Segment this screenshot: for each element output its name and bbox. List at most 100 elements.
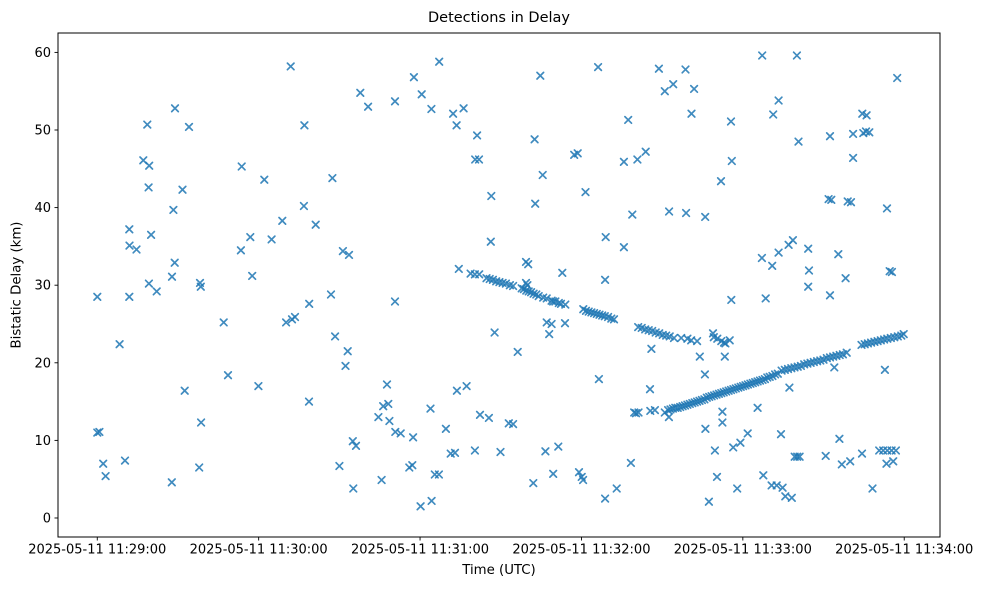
scatter-marker	[547, 319, 556, 329]
scatter-marker	[633, 155, 642, 164]
scatter-marker	[664, 207, 674, 216]
scatter-marker	[435, 57, 444, 66]
scatter-marker	[374, 412, 383, 422]
scatter-marker	[713, 334, 722, 343]
scatter-marker	[681, 208, 691, 218]
scatter-marker	[513, 347, 522, 357]
scatter-marker	[848, 153, 858, 163]
scatter-marker	[862, 111, 871, 120]
scatter-marker	[101, 471, 110, 481]
scatter-marker	[145, 161, 154, 170]
scatter-marker	[634, 408, 643, 417]
scatter-marker	[382, 380, 392, 389]
scatter-marker	[452, 386, 462, 395]
scatter-marker	[601, 232, 610, 242]
scatter-marker	[781, 492, 790, 501]
scatter-marker	[290, 312, 300, 322]
scatter-marker	[379, 402, 388, 411]
scatter-marker	[120, 456, 130, 465]
scatter-marker	[804, 244, 813, 253]
scatter-marker	[529, 478, 538, 488]
scatter-marker	[757, 253, 767, 263]
scatter-marker	[396, 429, 405, 438]
scatter-marker	[248, 271, 257, 281]
scatter-marker	[718, 407, 727, 416]
scatter-marker	[701, 424, 710, 433]
scatter-marker	[758, 51, 767, 60]
scatter-marker	[788, 236, 798, 245]
scatter-marker	[144, 183, 153, 192]
scatter-marker	[286, 62, 295, 71]
scatter-marker	[827, 195, 836, 204]
scatter-marker	[727, 295, 736, 305]
scatter-marker	[236, 246, 246, 255]
scatter-marker	[167, 478, 176, 487]
scatter-marker	[335, 461, 344, 471]
scatter-marker	[609, 315, 619, 324]
scatter-marker	[837, 460, 846, 469]
scatter-marker	[267, 235, 276, 244]
scatter-marker	[384, 399, 393, 409]
scatter-marker	[184, 122, 194, 132]
scatter-marker	[842, 348, 851, 357]
scatter-marker	[549, 469, 558, 478]
scatter-marker	[704, 497, 714, 506]
scatter-marker	[669, 80, 678, 89]
scatter-marker	[628, 210, 637, 219]
scatter-marker	[733, 484, 742, 493]
scatter-marker	[178, 185, 187, 194]
scatter-marker	[761, 294, 770, 303]
scatter-marker	[93, 292, 102, 301]
scatter-marker	[776, 430, 786, 439]
scatter-marker	[169, 205, 178, 215]
scatter-marker	[665, 332, 674, 341]
scatter-marker	[311, 220, 320, 229]
scatter-marker	[710, 446, 720, 455]
scatter-marker	[830, 363, 839, 372]
scatter-marker	[115, 340, 124, 349]
scatter-marker	[554, 442, 563, 451]
scatter-marker	[619, 157, 629, 166]
scatter-marker	[857, 449, 867, 458]
scatter-marker	[356, 88, 365, 97]
scatter-marker	[794, 137, 803, 146]
scatter-marker	[260, 175, 269, 184]
scatter-marker	[152, 287, 161, 296]
scatter-marker	[821, 451, 830, 461]
scatter-marker	[304, 397, 314, 406]
scatter-marker	[475, 270, 484, 279]
scatter-marker	[834, 250, 843, 259]
scatter-marker	[554, 298, 563, 308]
scatter-marker	[434, 470, 444, 479]
scatter-marker	[531, 199, 540, 208]
scatter-marker	[600, 275, 610, 284]
scatter-marker	[330, 332, 340, 341]
scatter-marker	[885, 267, 894, 276]
scatter-marker	[581, 187, 590, 197]
scatter-marker	[858, 109, 867, 118]
x-tick-label: 2025-05-11 11:32:00	[512, 543, 650, 558]
scatter-marker	[793, 452, 802, 461]
y-tick-label: 0	[43, 511, 51, 526]
scatter-marker	[300, 121, 309, 130]
scatter-marker	[254, 381, 263, 391]
scatter-marker	[426, 404, 435, 413]
scatter-marker	[338, 246, 348, 256]
scatter-marker	[170, 104, 180, 113]
scatter-marker	[462, 381, 471, 391]
scatter-marker	[753, 403, 762, 412]
scatter-marker	[348, 437, 357, 446]
scatter-marker	[408, 433, 418, 442]
scatter-marker	[718, 418, 727, 427]
scatter-marker	[804, 282, 813, 291]
scatter-marker	[593, 62, 603, 72]
scatter-marker	[454, 264, 463, 274]
y-tick-label: 60	[34, 46, 51, 61]
scatter-marker	[377, 475, 386, 485]
scatter-marker	[846, 198, 856, 207]
scatter-marker	[524, 260, 533, 269]
scatter-marker	[887, 267, 897, 277]
x-tick-label: 2025-05-11 11:30:00	[190, 543, 328, 558]
scatter-marker	[647, 344, 656, 353]
scatter-marker	[868, 484, 877, 493]
